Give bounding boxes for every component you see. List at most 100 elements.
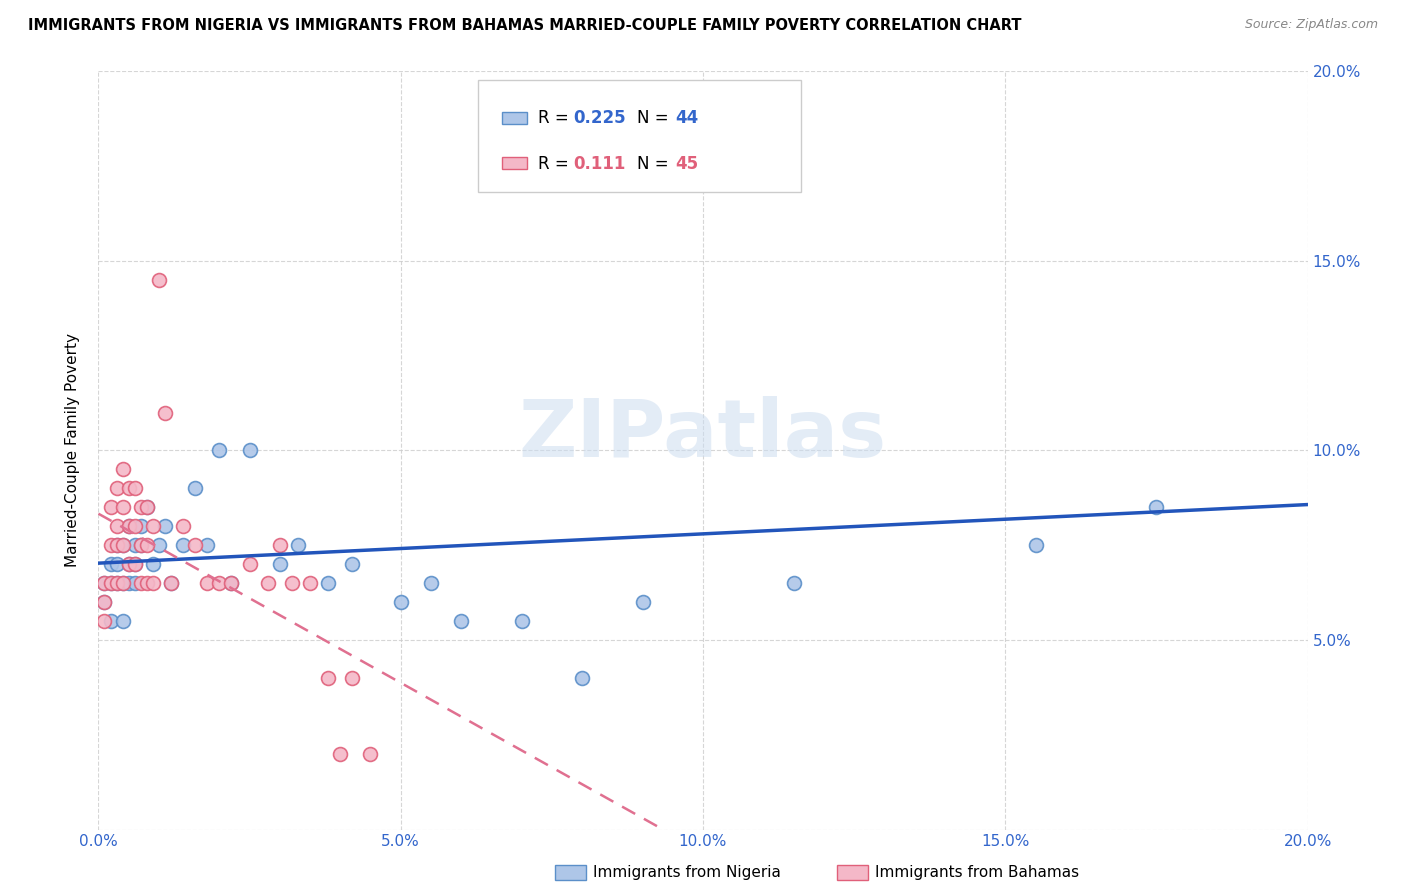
Text: Immigrants from Bahamas: Immigrants from Bahamas — [875, 865, 1078, 880]
Point — [124, 557, 146, 572]
Point — [135, 500, 157, 515]
Point — [100, 576, 122, 591]
Point — [142, 519, 165, 533]
Point — [118, 519, 141, 533]
Point — [105, 576, 128, 591]
Point — [135, 538, 157, 552]
Point — [129, 538, 152, 552]
Point — [208, 443, 231, 458]
Point — [239, 557, 262, 572]
Point — [316, 576, 339, 591]
Text: R =: R = — [538, 110, 575, 128]
Point — [1024, 538, 1046, 552]
Point — [342, 671, 364, 685]
Point — [281, 576, 304, 591]
Point — [269, 557, 291, 572]
Point — [208, 576, 231, 591]
Point — [100, 576, 122, 591]
Point — [329, 747, 352, 761]
Point — [299, 576, 322, 591]
Point — [111, 576, 134, 591]
Point — [124, 538, 146, 552]
Point — [256, 576, 278, 591]
Point — [160, 576, 183, 591]
Point — [692, 159, 714, 173]
Point — [389, 595, 412, 609]
Point — [360, 747, 382, 761]
Point — [450, 614, 472, 628]
Point — [184, 482, 207, 496]
Point — [129, 538, 152, 552]
Text: 0.111: 0.111 — [574, 154, 626, 172]
Point — [100, 538, 122, 552]
Point — [100, 500, 122, 515]
Point — [93, 595, 115, 609]
Point — [153, 406, 176, 420]
Text: N =: N = — [637, 110, 673, 128]
Point — [118, 519, 141, 533]
Point — [135, 576, 157, 591]
Point — [118, 482, 141, 496]
Point — [100, 557, 122, 572]
Text: 45: 45 — [675, 154, 697, 172]
Point — [93, 576, 115, 591]
Point — [105, 519, 128, 533]
Point — [111, 576, 134, 591]
Point — [129, 500, 152, 515]
Point — [510, 614, 533, 628]
Point — [105, 557, 128, 572]
Point — [195, 538, 218, 552]
Text: ZIPatlas: ZIPatlas — [519, 396, 887, 475]
Point — [118, 557, 141, 572]
Point — [221, 576, 243, 591]
Point — [129, 519, 152, 533]
Point — [118, 576, 141, 591]
Point — [129, 576, 152, 591]
Text: 0.225: 0.225 — [574, 110, 626, 128]
Point — [316, 671, 339, 685]
Point — [195, 576, 218, 591]
Point — [93, 614, 115, 628]
Text: N =: N = — [637, 154, 673, 172]
Point — [124, 519, 146, 533]
Point — [342, 557, 364, 572]
Text: Immigrants from Nigeria: Immigrants from Nigeria — [593, 865, 782, 880]
Point — [124, 482, 146, 496]
Point — [111, 538, 134, 552]
Point — [160, 576, 183, 591]
Point — [420, 576, 443, 591]
Point — [105, 482, 128, 496]
Point — [124, 557, 146, 572]
Point — [111, 538, 134, 552]
Point — [631, 595, 654, 609]
Point — [118, 557, 141, 572]
Point — [111, 462, 134, 476]
Point — [287, 538, 309, 552]
Point — [93, 595, 115, 609]
Y-axis label: Married-Couple Family Poverty: Married-Couple Family Poverty — [65, 334, 80, 567]
Point — [100, 614, 122, 628]
Point — [105, 538, 128, 552]
Point — [571, 671, 593, 685]
Point — [148, 273, 170, 287]
Point — [105, 538, 128, 552]
Point — [184, 538, 207, 552]
Point — [135, 500, 157, 515]
Point — [172, 538, 194, 552]
Point — [783, 576, 806, 591]
Point — [142, 557, 165, 572]
Text: IMMIGRANTS FROM NIGERIA VS IMMIGRANTS FROM BAHAMAS MARRIED-COUPLE FAMILY POVERTY: IMMIGRANTS FROM NIGERIA VS IMMIGRANTS FR… — [28, 18, 1022, 33]
Point — [142, 576, 165, 591]
Point — [153, 519, 176, 533]
Point — [269, 538, 291, 552]
Point — [111, 500, 134, 515]
Text: Source: ZipAtlas.com: Source: ZipAtlas.com — [1244, 18, 1378, 31]
Point — [172, 519, 194, 533]
Point — [239, 443, 262, 458]
Point — [93, 576, 115, 591]
Point — [124, 576, 146, 591]
Text: 44: 44 — [675, 110, 699, 128]
Point — [105, 576, 128, 591]
Point — [111, 614, 134, 628]
Point — [1144, 500, 1167, 515]
